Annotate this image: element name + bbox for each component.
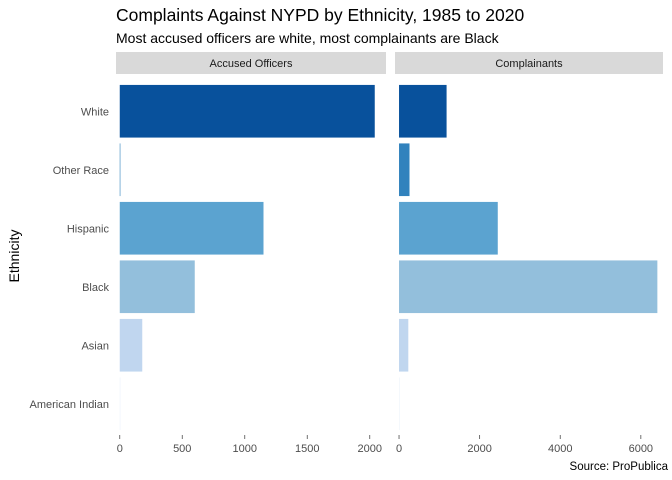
x-tick-label-accused-officers: 0 bbox=[117, 443, 123, 455]
bar-accused-officers-asian bbox=[119, 318, 143, 372]
bar-complainants-asian bbox=[399, 318, 409, 372]
bar-accused-officers-black bbox=[119, 260, 195, 314]
y-tick-label-other-race: Other Race bbox=[53, 165, 109, 177]
bar-complainants-hispanic bbox=[399, 201, 498, 255]
bar-accused-officers-other-race bbox=[119, 143, 121, 197]
chart-title: Complaints Against NYPD by Ethnicity, 19… bbox=[116, 5, 525, 25]
facet-strip-label: Complainants bbox=[495, 58, 563, 70]
bar-accused-officers-hispanic bbox=[119, 201, 264, 255]
x-tick-label-complainants: 2000 bbox=[467, 443, 491, 455]
facet-complainants: Complainants 0 2000 4000 6000 bbox=[395, 52, 663, 455]
x-tick-label-complainants: 6000 bbox=[629, 443, 653, 455]
facet-strip-complainants bbox=[395, 52, 663, 74]
facet-accused-officers: Accused Officers 0 500 1000 1500 2000 bbox=[116, 52, 386, 455]
y-tick-labels: White Other Race Hispanic Black Asian America… bbox=[30, 106, 110, 411]
chart-subtitle: Most accused officers are white, most co… bbox=[116, 30, 499, 46]
bar-complainants-american-indian bbox=[399, 377, 400, 431]
x-tick-label-accused-officers: 500 bbox=[173, 443, 191, 455]
bar-accused-officers-american-indian bbox=[119, 377, 121, 431]
y-axis-title: Ethnicity bbox=[6, 230, 22, 283]
y-tick-label-hispanic: Hispanic bbox=[67, 223, 110, 235]
x-tick-label-complainants: 0 bbox=[396, 443, 402, 455]
x-tick-label-complainants: 4000 bbox=[548, 443, 572, 455]
bar-complainants-black bbox=[399, 260, 658, 314]
y-tick-label-american-indian: American Indian bbox=[30, 399, 110, 411]
facet-strip-label: Accused Officers bbox=[210, 58, 293, 70]
bar-complainants-other-race bbox=[399, 143, 410, 197]
x-tick-label-accused-officers: 1500 bbox=[295, 443, 319, 455]
y-tick-label-white: White bbox=[81, 106, 109, 118]
bar-complainants-white bbox=[399, 84, 447, 138]
x-tick-label-accused-officers: 2000 bbox=[358, 443, 382, 455]
bar-accused-officers-white bbox=[119, 84, 375, 138]
x-tick-label-accused-officers: 1000 bbox=[233, 443, 257, 455]
y-tick-label-black: Black bbox=[82, 282, 109, 294]
source-caption: Source: ProPublica bbox=[569, 461, 668, 473]
facet-strip-accused-officers bbox=[116, 52, 386, 74]
y-tick-label-asian: Asian bbox=[81, 340, 109, 352]
